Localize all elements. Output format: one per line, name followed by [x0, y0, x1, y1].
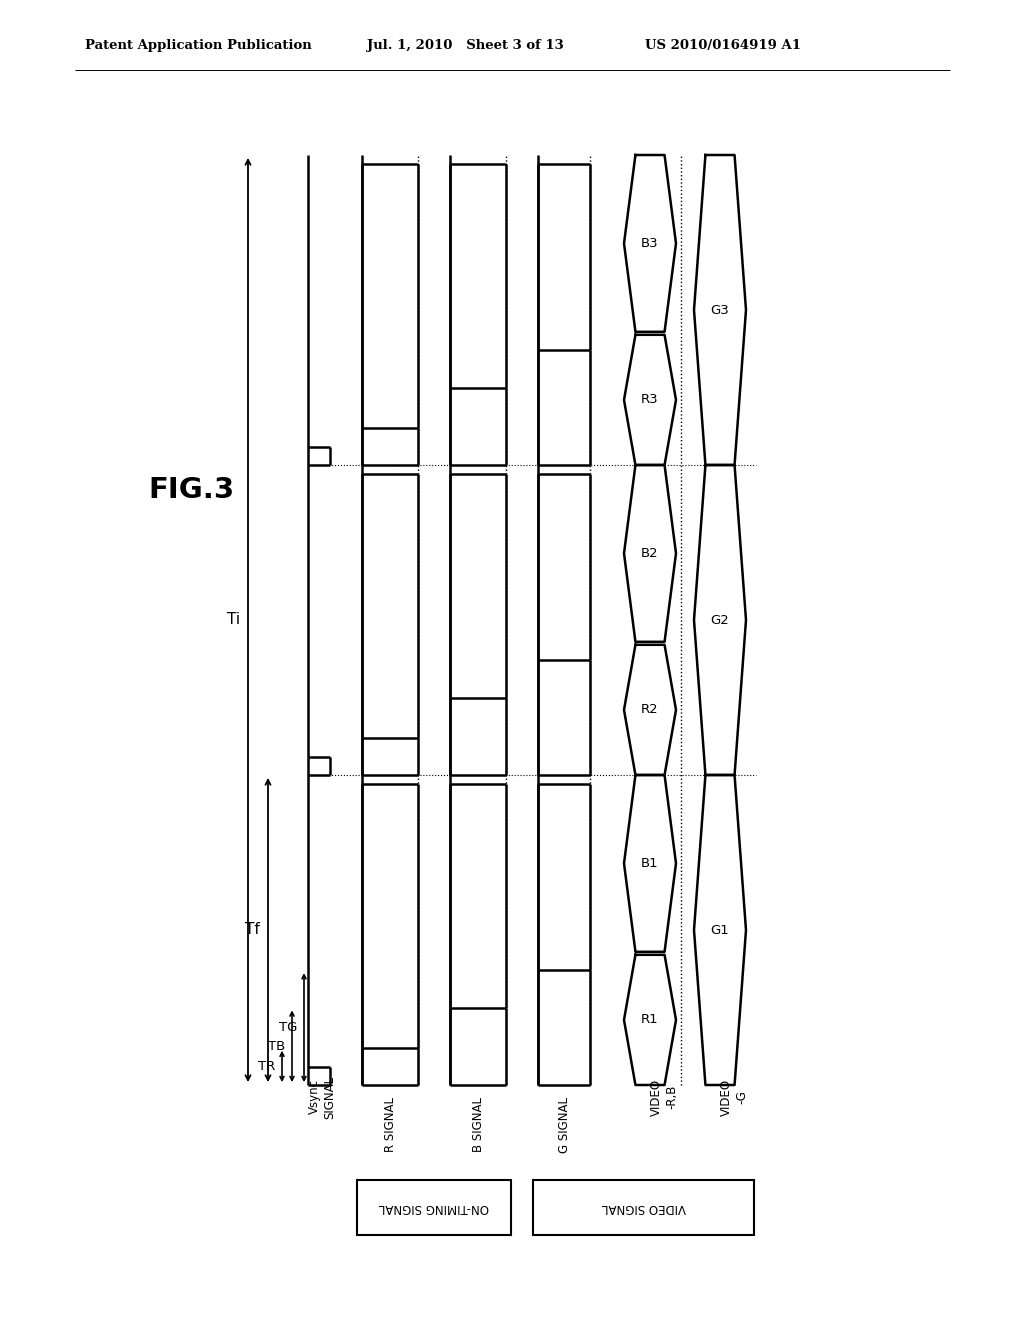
Text: ON-TIMING SIGNAL: ON-TIMING SIGNAL — [379, 1201, 489, 1214]
Text: VIDEO
-G: VIDEO -G — [720, 1078, 748, 1115]
Text: R1: R1 — [641, 1014, 658, 1027]
Text: G3: G3 — [711, 304, 729, 317]
Text: G SIGNAL: G SIGNAL — [557, 1097, 570, 1152]
Text: TB: TB — [267, 1040, 285, 1053]
Text: TR: TR — [258, 1060, 275, 1073]
Text: Tf: Tf — [246, 923, 260, 937]
Text: VIDEO
-R,B: VIDEO -R,B — [650, 1078, 678, 1115]
Text: TG: TG — [279, 1022, 297, 1034]
Text: Patent Application Publication: Patent Application Publication — [85, 38, 311, 51]
Text: Vsync
SIGNAL: Vsync SIGNAL — [308, 1076, 336, 1118]
Text: VIDEO SIGNAL: VIDEO SIGNAL — [601, 1201, 685, 1214]
Text: G2: G2 — [711, 614, 729, 627]
Text: R SIGNAL: R SIGNAL — [384, 1097, 396, 1152]
Text: B SIGNAL: B SIGNAL — [471, 1097, 484, 1152]
Bar — [357, 1180, 511, 1236]
Text: Jul. 1, 2010   Sheet 3 of 13: Jul. 1, 2010 Sheet 3 of 13 — [367, 38, 564, 51]
Text: B3: B3 — [641, 236, 658, 249]
Bar — [534, 1180, 754, 1236]
Text: B2: B2 — [641, 546, 658, 560]
Text: US 2010/0164919 A1: US 2010/0164919 A1 — [645, 38, 801, 51]
Text: G1: G1 — [711, 924, 729, 936]
Text: R2: R2 — [641, 704, 658, 717]
Text: B1: B1 — [641, 857, 658, 870]
Text: Ti: Ti — [227, 612, 240, 627]
Text: FIG.3: FIG.3 — [148, 477, 234, 504]
Text: R3: R3 — [641, 393, 658, 407]
